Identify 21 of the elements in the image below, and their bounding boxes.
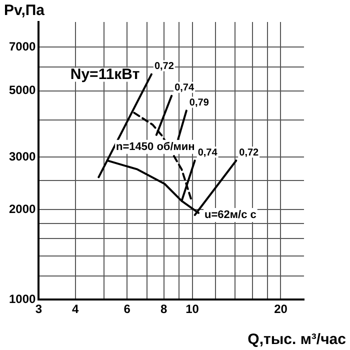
series-label: 0,72: [239, 147, 260, 158]
x-tick-label: 20: [274, 302, 288, 316]
series-label: 0,72: [154, 61, 174, 72]
x-tick-label: 4: [72, 302, 80, 316]
y-tick-label: 1000: [8, 292, 36, 306]
x-tick-label: 6: [124, 302, 131, 316]
y-axis-title: Pv,Па: [4, 2, 45, 19]
series-label: 0,74: [198, 147, 218, 158]
x-tick-label: 3: [35, 302, 42, 316]
y-tick-label: 7000: [8, 40, 36, 54]
annotation: n=1450 об/мин: [116, 140, 195, 153]
x-tick-label: 10: [186, 302, 200, 316]
y-tick-label: 2000: [8, 202, 36, 216]
annotation: Ny=11кВт: [70, 66, 140, 83]
annotation: u=62м/с с: [204, 209, 256, 222]
x-tick-label: 8: [160, 302, 168, 316]
x-axis-title: Q,тыс. м³/час: [248, 331, 346, 348]
y-tick-label: 3000: [8, 149, 36, 164]
series-label: 0,74: [174, 82, 194, 94]
series-label: 0,79: [189, 97, 210, 108]
y-tick-label: 5000: [8, 83, 36, 98]
